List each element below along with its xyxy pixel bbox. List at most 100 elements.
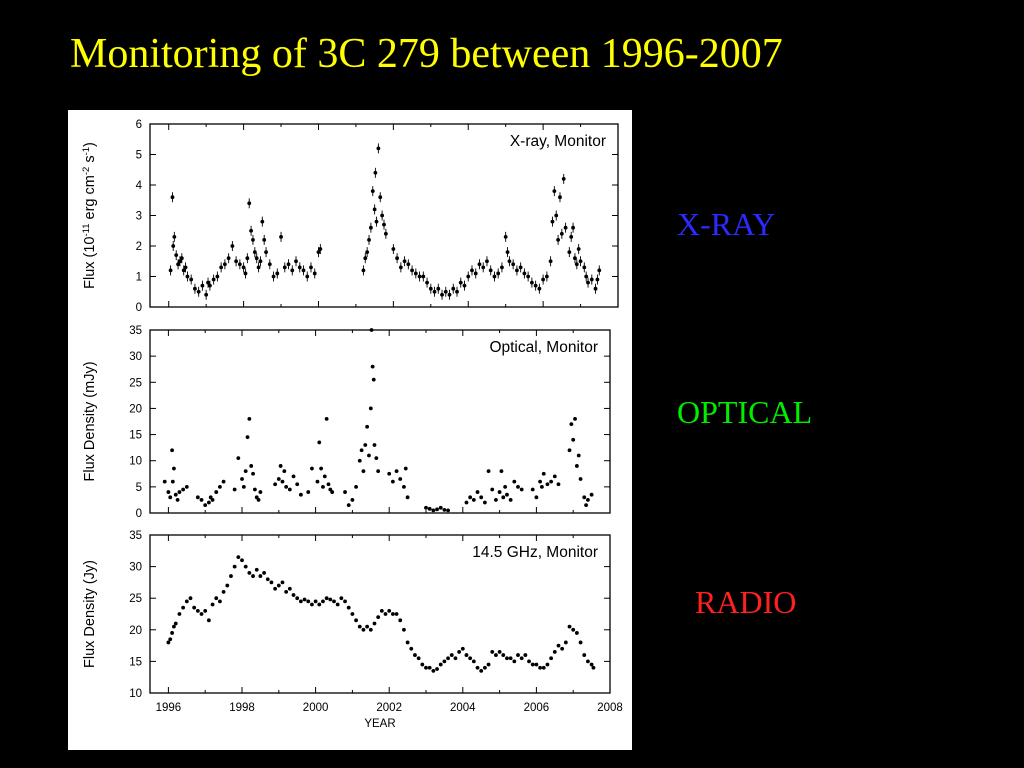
data-point: [221, 479, 226, 484]
data-point: [166, 490, 171, 494]
data-point: [278, 464, 283, 468]
data-point: [582, 265, 587, 270]
data-point: [398, 618, 403, 623]
data-point: [284, 484, 289, 489]
data-point: [541, 665, 546, 670]
data-point: [383, 612, 388, 616]
data-point: [597, 268, 602, 273]
data-point: [199, 612, 204, 616]
y-tick-label: 2: [136, 241, 142, 253]
data-point: [569, 234, 574, 239]
data-point: [290, 268, 295, 273]
data-point: [387, 608, 392, 613]
y-tick-label: 0: [136, 508, 142, 520]
data-point: [402, 484, 406, 489]
data-point: [567, 624, 572, 629]
data-point: [172, 234, 177, 239]
data-point: [512, 479, 517, 484]
data-point: [359, 448, 364, 453]
data-point: [586, 280, 590, 285]
data-point: [508, 498, 513, 502]
data-point: [269, 580, 274, 585]
data-point: [279, 234, 283, 239]
data-point: [298, 492, 303, 497]
data-point: [267, 262, 272, 267]
data-point: [477, 262, 482, 267]
data-point: [286, 262, 291, 267]
data-point: [515, 268, 519, 273]
data-point: [372, 207, 377, 212]
data-point: [312, 271, 317, 276]
data-point: [258, 490, 263, 494]
data-point: [394, 469, 399, 474]
data-point: [516, 653, 520, 657]
data-point: [170, 479, 175, 484]
data-point: [446, 656, 450, 661]
data-point: [211, 277, 216, 282]
data-point: [453, 656, 458, 661]
data-point: [170, 448, 174, 453]
data-point: [380, 213, 385, 218]
data-point: [262, 238, 267, 242]
data-point: [492, 274, 497, 279]
data-point: [545, 662, 550, 667]
data-point: [178, 259, 182, 264]
data-point: [306, 490, 311, 494]
data-point: [505, 492, 509, 497]
data-point: [236, 555, 241, 560]
data-point: [367, 453, 371, 458]
data-point: [225, 583, 230, 588]
data-point: [549, 479, 554, 484]
data-point: [529, 280, 534, 285]
data-point: [200, 283, 205, 288]
data-point: [243, 271, 248, 276]
data-point: [383, 231, 388, 236]
data-point: [560, 646, 565, 651]
y-tick-label: 1: [136, 272, 142, 284]
data-point: [589, 277, 594, 282]
data-point: [275, 271, 280, 276]
data-point: [482, 500, 487, 505]
data-point: [365, 250, 370, 255]
data-point: [470, 268, 474, 273]
data-point: [552, 650, 557, 654]
data-point: [552, 189, 557, 193]
data-point: [402, 627, 406, 632]
y-tick-label: 6: [136, 119, 142, 131]
data-point: [443, 289, 448, 294]
data-point: [534, 662, 539, 667]
data-point: [322, 474, 327, 479]
y-axis-label: Flux (10-11 erg cm-2 s-1): [81, 142, 99, 289]
data-point: [559, 231, 564, 236]
data-point: [284, 589, 289, 594]
data-point: [595, 277, 600, 282]
data-point: [496, 271, 501, 276]
data-point: [518, 265, 523, 270]
data-point: [405, 640, 410, 645]
data-point: [544, 274, 549, 279]
data-point: [379, 608, 384, 613]
data-points-xray: [168, 143, 602, 300]
data-point: [214, 596, 219, 601]
data-point: [208, 283, 212, 288]
data-point: [540, 484, 544, 489]
data-point: [523, 653, 528, 657]
data-point: [589, 492, 594, 497]
y-tick-label: 4: [136, 180, 143, 192]
data-point: [578, 259, 583, 264]
data-point: [584, 503, 588, 508]
data-point: [321, 484, 325, 489]
radio-label: RADIO: [695, 584, 797, 620]
data-point: [291, 474, 296, 479]
data-point: [251, 238, 255, 242]
optical-label: OPTICAL: [677, 394, 813, 430]
data-point: [241, 484, 246, 489]
x-tick-label: 2002: [376, 702, 402, 714]
data-point: [354, 484, 358, 489]
y-tick-label: 0: [136, 302, 142, 314]
data-point: [361, 268, 366, 273]
data-point: [168, 495, 173, 500]
data-point: [442, 507, 447, 512]
data-point: [229, 574, 233, 578]
data-point: [350, 498, 355, 502]
